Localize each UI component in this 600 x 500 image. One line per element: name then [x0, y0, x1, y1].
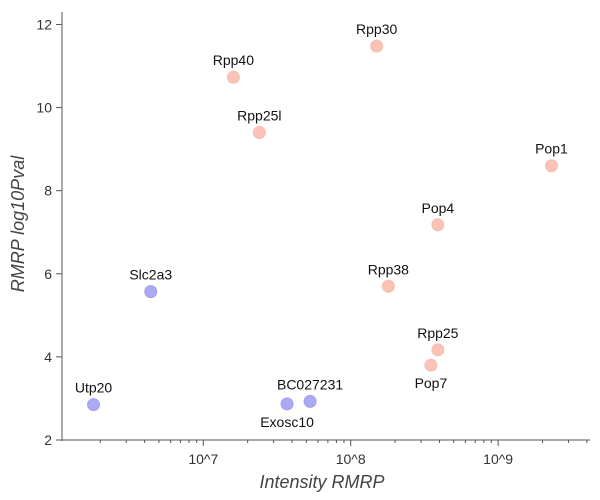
data-point — [144, 285, 158, 299]
data-point — [431, 343, 445, 357]
point-label: Rpp38 — [368, 261, 409, 277]
point-label: Rpp25l — [237, 108, 281, 124]
y-tick-label: 8 — [44, 183, 52, 199]
point-label: Pop7 — [415, 375, 448, 391]
point-label: Rpp25 — [417, 325, 458, 341]
x-tick-label: 10^7 — [188, 451, 218, 467]
data-point — [431, 218, 445, 232]
y-axis-title: RMRP log10Pval — [8, 155, 28, 292]
point-label: Pop1 — [535, 141, 568, 157]
point-label: Exosc10 — [260, 414, 314, 430]
point-label: BC027231 — [277, 376, 343, 392]
point-label: Slc2a3 — [129, 267, 172, 283]
point-label: Pop4 — [421, 200, 454, 216]
point-label: Rpp40 — [213, 52, 254, 68]
data-point — [544, 159, 558, 173]
plot-area: 2 4 6 8 10 12 10^7 10^8 10^9 Rpp30 Rpp40 Rpp25l Pop1… — [36, 12, 590, 467]
point-label: Rpp30 — [356, 21, 397, 37]
y-tick-label: 10 — [36, 100, 52, 116]
x-axis-title: Intensity RMRP — [259, 472, 384, 492]
data-point — [424, 358, 438, 372]
data-point — [370, 39, 384, 53]
y-tick-label: 4 — [44, 349, 52, 365]
x-tick-label: 10^8 — [336, 451, 366, 467]
data-point — [87, 398, 101, 412]
point-label: Utp20 — [75, 380, 113, 396]
x-tick-label: 10^9 — [483, 451, 513, 467]
y-tick-label: 6 — [44, 266, 52, 282]
data-point — [280, 397, 294, 411]
y-tick-label: 12 — [36, 16, 52, 32]
data-point — [226, 70, 240, 84]
data-point — [252, 126, 266, 140]
data-point — [303, 394, 317, 408]
y-tick-label: 2 — [44, 432, 52, 448]
data-point — [381, 279, 395, 293]
